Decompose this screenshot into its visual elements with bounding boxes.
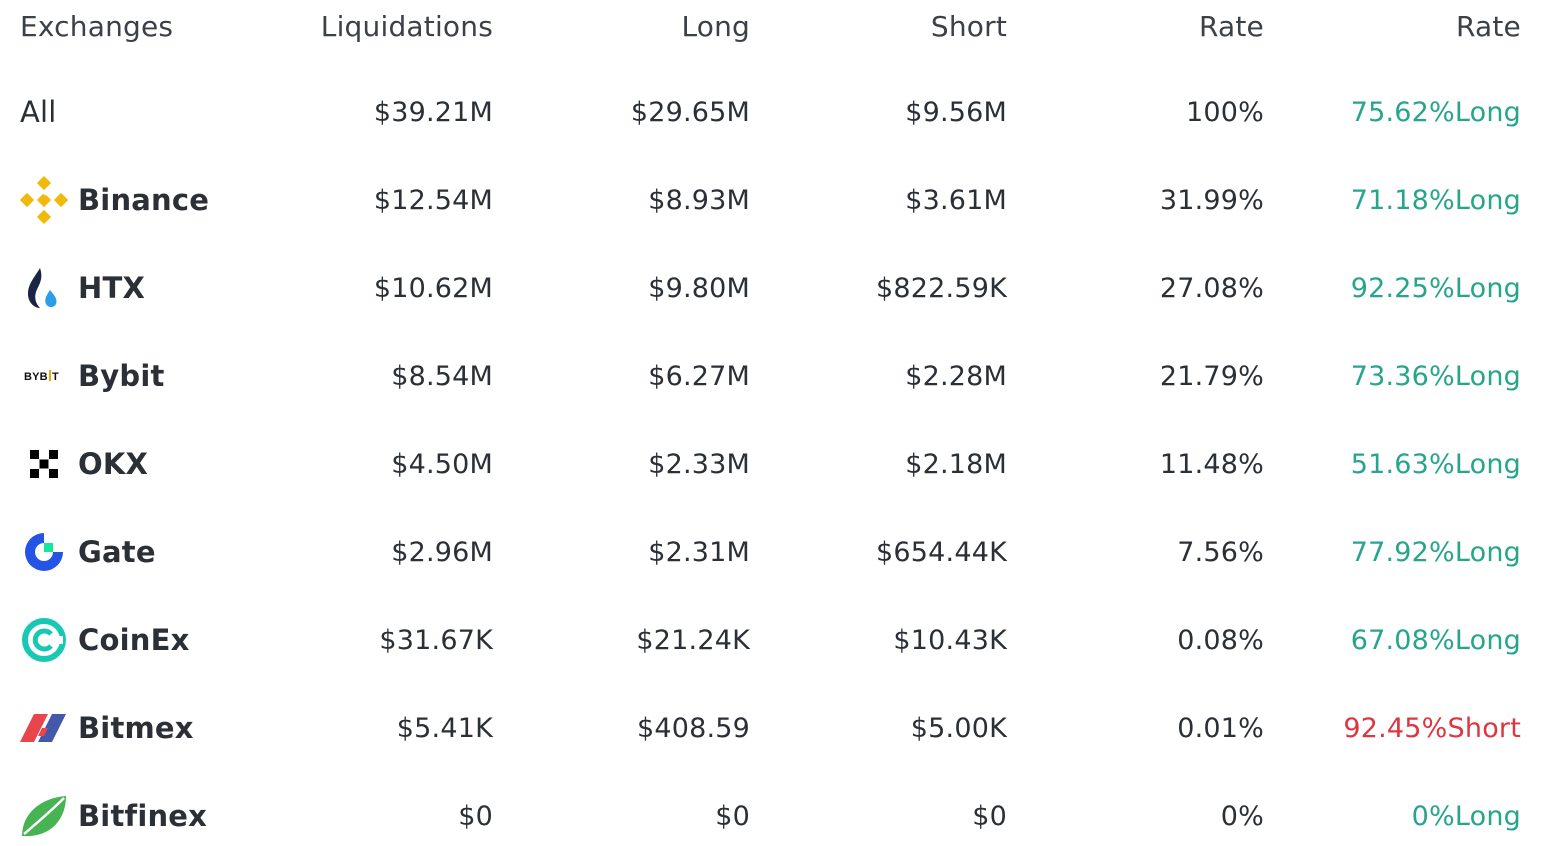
long-value: $21.24K bbox=[636, 624, 750, 656]
exchange-cell: CoinEx bbox=[20, 616, 190, 664]
table-row-coinex[interactable]: CoinEx $31.67K $21.24K $10.43K 0.08% 67.… bbox=[0, 610, 1542, 670]
header-liquidations[interactable]: Liquidations bbox=[320, 9, 493, 43]
header-long[interactable]: Long bbox=[681, 9, 750, 43]
table-row-gate[interactable]: Gate $2.96M $2.31M $654.44K 7.56% 77.92%… bbox=[0, 522, 1542, 582]
binance-logo-icon bbox=[20, 176, 68, 224]
svg-text:T: T bbox=[52, 371, 59, 383]
header-exchanges[interactable]: Exchanges bbox=[20, 9, 174, 43]
short-value: $654.44K bbox=[876, 536, 1007, 568]
rate-value: 100% bbox=[1186, 96, 1264, 128]
table-row-all[interactable]: All $39.21M $29.65M $9.56M 100% 75.62%Lo… bbox=[0, 82, 1542, 142]
table-row-htx[interactable]: HTX $10.62M $9.80M $822.59K 27.08% 92.25… bbox=[0, 258, 1542, 318]
long-value: $2.31M bbox=[648, 536, 750, 568]
exchange-cell: Gate bbox=[20, 528, 156, 576]
coinex-logo-icon bbox=[20, 616, 68, 664]
header-short[interactable]: Short bbox=[930, 9, 1007, 43]
exchange-cell: Binance bbox=[20, 176, 209, 224]
liquidations-value: $0 bbox=[458, 800, 493, 832]
htx-logo-icon bbox=[20, 264, 68, 312]
bitmex-logo-icon bbox=[20, 704, 68, 752]
long-value: $6.27M bbox=[648, 360, 750, 392]
exchange-name: Bybit bbox=[78, 359, 165, 393]
header-rate[interactable]: Rate bbox=[1198, 9, 1264, 43]
long-value: $0 bbox=[715, 800, 750, 832]
short-value: $9.56M bbox=[905, 96, 1007, 128]
table-row-bitfinex[interactable]: Bitfinex $0 $0 $0 0% 0%Long bbox=[0, 786, 1542, 846]
exchange-cell: OKX bbox=[20, 440, 148, 488]
exchange-name: OKX bbox=[78, 447, 149, 481]
side-rate-value: 0%Long bbox=[1411, 800, 1521, 832]
liquidations-value: $4.50M bbox=[391, 448, 493, 480]
long-value: $8.93M bbox=[648, 184, 750, 216]
exchange-name: Bitfinex bbox=[78, 799, 208, 833]
table-header: Exchanges Liquidations Long Short Rate R… bbox=[0, 0, 1542, 56]
long-value: $29.65M bbox=[630, 96, 750, 128]
liquidations-value: $5.41K bbox=[396, 712, 493, 744]
side-rate-value: 51.63%Long bbox=[1350, 448, 1521, 480]
exchange-cell: Bitfinex bbox=[20, 792, 207, 840]
liquidations-value: $10.62M bbox=[373, 272, 493, 304]
svg-text:BYB: BYB bbox=[24, 371, 48, 383]
side-rate-value: 71.18%Long bbox=[1350, 184, 1521, 216]
okx-logo-icon bbox=[20, 440, 68, 488]
table-row-binance[interactable]: Binance $12.54M $8.93M $3.61M 31.99% 71.… bbox=[0, 170, 1542, 230]
short-value: $3.61M bbox=[905, 184, 1007, 216]
rate-value: 0.01% bbox=[1177, 712, 1264, 744]
short-value: $10.43K bbox=[893, 624, 1007, 656]
gate-logo-icon bbox=[20, 528, 68, 576]
side-rate-value: 75.62%Long bbox=[1350, 96, 1521, 128]
side-rate-value: 77.92%Long bbox=[1350, 536, 1521, 568]
rate-value: 31.99% bbox=[1159, 184, 1264, 216]
table-row-bitmex[interactable]: Bitmex $5.41K $408.59 $5.00K 0.01% 92.45… bbox=[0, 698, 1542, 758]
short-value: $822.59K bbox=[876, 272, 1007, 304]
liquidations-value: $39.21M bbox=[373, 96, 493, 128]
side-rate-value: 67.08%Long bbox=[1350, 624, 1521, 656]
long-value: $2.33M bbox=[648, 448, 750, 480]
short-value: $5.00K bbox=[910, 712, 1007, 744]
rate-value: 27.08% bbox=[1159, 272, 1264, 304]
exchange-name: All bbox=[20, 95, 57, 129]
exchange-cell: BYB T Bybit bbox=[20, 352, 165, 400]
short-value: $2.28M bbox=[905, 360, 1007, 392]
rate-value: 21.79% bbox=[1159, 360, 1264, 392]
short-value: $2.18M bbox=[905, 448, 1007, 480]
header-side-rate[interactable]: Rate bbox=[1455, 9, 1521, 43]
exchange-cell: HTX bbox=[20, 264, 145, 312]
short-value: $0 bbox=[972, 800, 1007, 832]
side-rate-value: 92.45%Short bbox=[1343, 712, 1521, 744]
rate-value: 7.56% bbox=[1177, 536, 1264, 568]
liquidations-value: $12.54M bbox=[373, 184, 493, 216]
side-rate-value: 73.36%Long bbox=[1350, 360, 1521, 392]
exchange-name: HTX bbox=[78, 271, 146, 305]
long-value: $9.80M bbox=[648, 272, 750, 304]
exchange-name: CoinEx bbox=[78, 623, 190, 657]
exchange-name: Gate bbox=[78, 535, 156, 569]
bitfinex-logo-icon bbox=[20, 792, 68, 840]
rate-value: 0% bbox=[1220, 800, 1264, 832]
exchange-name: Binance bbox=[78, 183, 210, 217]
bybit-logo-icon: BYB T bbox=[20, 352, 68, 400]
table-row-okx[interactable]: OKX $4.50M $2.33M $2.18M 11.48% 51.63%Lo… bbox=[0, 434, 1542, 494]
side-rate-value: 92.25%Long bbox=[1350, 272, 1521, 304]
liquidations-value: $31.67K bbox=[379, 624, 493, 656]
liquidations-value: $8.54M bbox=[391, 360, 493, 392]
exchange-name: Bitmex bbox=[78, 711, 194, 745]
liquidations-value: $2.96M bbox=[391, 536, 493, 568]
exchange-cell: Bitmex bbox=[20, 704, 194, 752]
table-row-bybit[interactable]: BYB T Bybit $8.54M $6.27M $2.28M 21.79% … bbox=[0, 346, 1542, 406]
rate-value: 0.08% bbox=[1177, 624, 1264, 656]
rate-value: 11.48% bbox=[1159, 448, 1264, 480]
long-value: $408.59 bbox=[636, 712, 750, 744]
